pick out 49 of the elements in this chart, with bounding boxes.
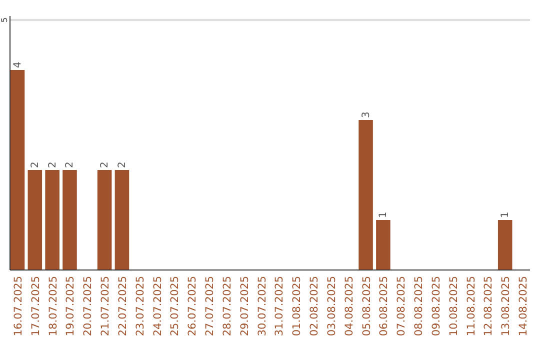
- x-tick-label: 24.07.2025: [152, 276, 164, 336]
- bar: [97, 170, 112, 270]
- x-tick-label: 14.08.2025: [518, 276, 530, 336]
- data-label: 3: [360, 112, 372, 118]
- x-tick-label: 06.08.2025: [378, 276, 390, 336]
- x-tick-label: 21.07.2025: [100, 276, 112, 336]
- y-tick-label: 5: [0, 17, 9, 23]
- x-tick-label: 20.07.2025: [82, 276, 94, 336]
- bar: [358, 120, 373, 270]
- bar: [376, 220, 390, 270]
- x-tick-label: 07.08.2025: [396, 276, 408, 336]
- x-tick-label: 22.07.2025: [116, 276, 129, 336]
- data-label: 2: [47, 162, 58, 168]
- x-tick-label: 28.07.2025: [221, 276, 234, 336]
- data-label: 1: [378, 212, 390, 218]
- x-tick-label: 23.07.2025: [134, 276, 146, 336]
- data-label: 2: [64, 162, 76, 168]
- bar: [498, 220, 512, 270]
- bar: [28, 170, 42, 270]
- x-tick-label: 27.07.2025: [204, 276, 216, 336]
- x-tick-label: 19.07.2025: [64, 276, 77, 336]
- data-label: 2: [100, 162, 111, 168]
- x-tick-label: 26.07.2025: [186, 276, 199, 336]
- data-label: 1: [500, 212, 512, 218]
- x-tick-label: 01.08.2025: [291, 276, 304, 336]
- x-tick-label: 13.08.2025: [500, 276, 512, 336]
- bar: [10, 70, 25, 270]
- x-tick-label: 31.07.2025: [274, 276, 286, 336]
- x-tick-label: 11.08.2025: [465, 276, 478, 336]
- x-tick-label: 10.08.2025: [448, 276, 460, 336]
- x-tick-label: 29.07.2025: [238, 276, 251, 336]
- x-tick-label: 04.08.2025: [343, 276, 356, 336]
- x-tick-label: 05.08.2025: [360, 276, 373, 336]
- bar: [114, 170, 130, 270]
- x-tick-label: 12.08.2025: [482, 276, 495, 336]
- bar: [62, 170, 77, 270]
- x-tick-label: 03.08.2025: [326, 276, 338, 336]
- bar: [45, 170, 60, 270]
- x-tick-label: 25.07.2025: [169, 276, 182, 336]
- data-label: 4: [12, 62, 24, 68]
- data-label: 2: [30, 162, 41, 168]
- x-tick-label: 08.08.2025: [413, 276, 426, 336]
- data-label: 2: [116, 162, 128, 168]
- x-tick-label: 09.08.2025: [430, 276, 442, 336]
- x-tick-label: 17.07.2025: [30, 276, 42, 336]
- x-tick-label: 02.08.2025: [308, 276, 321, 336]
- x-tick-label: 30.07.2025: [256, 276, 268, 336]
- x-tick-label: 18.07.2025: [47, 276, 60, 336]
- x-tick-label: 16.07.2025: [12, 276, 24, 336]
